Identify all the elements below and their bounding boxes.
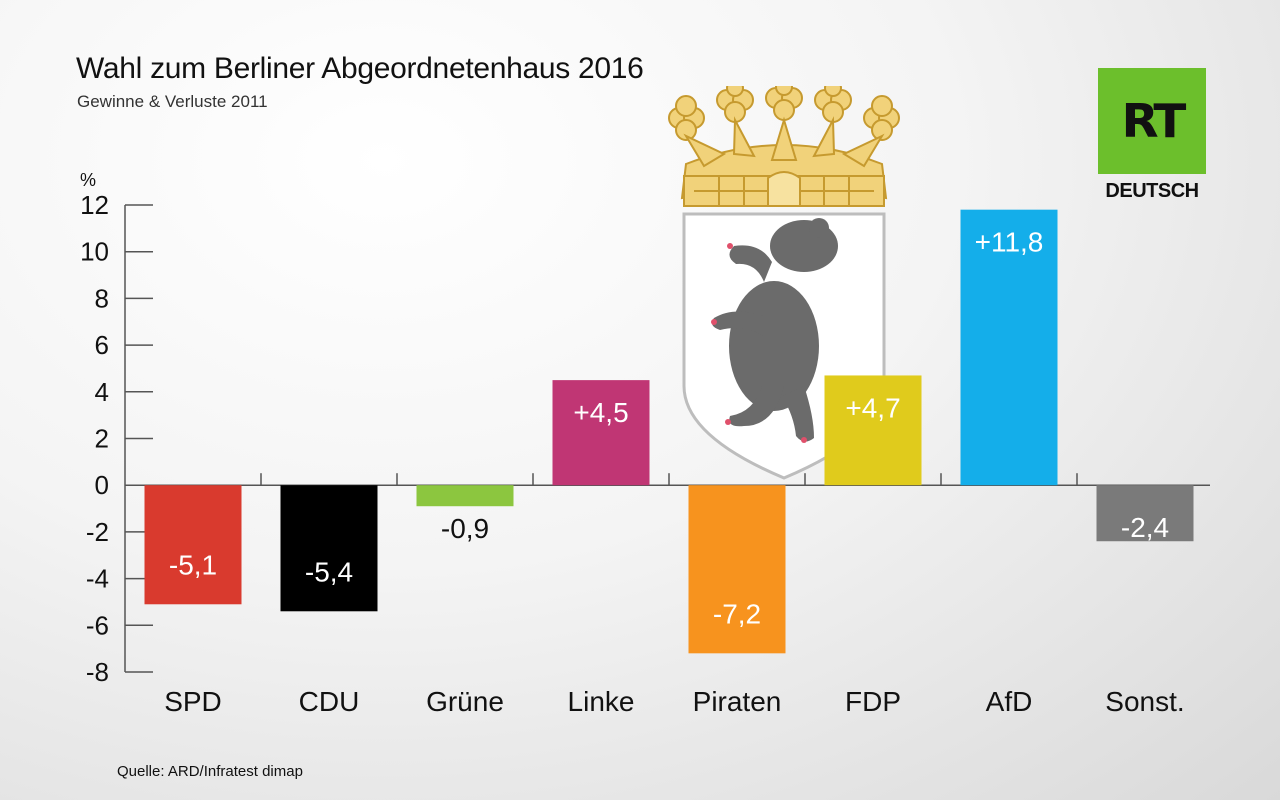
y-tick-label: 0	[95, 470, 109, 500]
bar-value-label: -7,2	[713, 598, 761, 629]
y-tick-label: 8	[95, 283, 109, 313]
rt-logo-mark: RT	[1121, 94, 1186, 148]
y-tick-label: 12	[80, 190, 109, 220]
x-category-label: FDP	[845, 686, 901, 717]
y-tick-label: -6	[86, 610, 109, 640]
bar-spd	[144, 485, 242, 605]
crown-icon	[668, 86, 900, 207]
x-category-label: Grüne	[426, 686, 504, 717]
y-axis-unit-label: %	[80, 170, 96, 190]
rt-logo-box: RT	[1098, 68, 1206, 174]
bar-value-label: +4,5	[573, 397, 628, 428]
bar-piraten	[688, 485, 786, 654]
bar-fdp	[824, 375, 922, 486]
bar-value-label: -0,9	[441, 513, 489, 544]
rt-logo-text: DEUTSCH	[1105, 180, 1199, 202]
bar-value-label: -5,1	[169, 549, 217, 580]
y-tick-label: -4	[86, 564, 109, 594]
bar-afd	[960, 209, 1058, 486]
chart-title: Wahl zum Berliner Abgeordnetenhaus 2016	[76, 52, 644, 85]
y-tick-label: -8	[86, 657, 109, 687]
bar-value-label: -2,4	[1121, 512, 1169, 543]
x-category-label: CDU	[299, 686, 360, 717]
y-tick-label: 6	[95, 330, 109, 360]
bar-linke	[552, 380, 650, 486]
bar-value-label: +11,8	[975, 227, 1044, 258]
chart-axes: 12 10 8 6 4 2 0 -2 -4 -6 -8% SPD CDU Grüne Linke Pirate…	[80, 170, 1210, 717]
bar-value-label: +4,7	[845, 392, 900, 423]
y-tick-label: 10	[80, 237, 109, 267]
bar-grüne	[416, 485, 514, 507]
chart-subtitle: Gewinne & Verluste 2011	[77, 92, 268, 111]
chart-data-labels: -5,1 -5,4 -0,9 +4,5 -7,2 +4,7 +11,8 -2,4	[169, 227, 1169, 630]
x-category-label: Sonst.	[1105, 686, 1184, 717]
bear-icon	[712, 218, 838, 442]
x-category-label: SPD	[164, 686, 222, 717]
claws-icon	[711, 243, 807, 443]
chart-bars	[144, 209, 1194, 654]
x-category-label: AfD	[986, 686, 1033, 717]
y-tick-label: 4	[95, 377, 109, 407]
rt-deutsch-logo: RT DEUTSCH	[1098, 68, 1206, 203]
bar-value-label: -5,4	[305, 556, 353, 587]
x-category-label: Linke	[568, 686, 635, 717]
y-tick-label: 2	[95, 424, 109, 454]
bar-cdu	[280, 485, 378, 612]
x-category-label: Piraten	[693, 686, 782, 717]
bar-sonst	[1096, 485, 1194, 542]
source-note: Quelle: ARD/Infratest dimap	[117, 763, 303, 780]
y-tick-label: -2	[86, 517, 109, 547]
